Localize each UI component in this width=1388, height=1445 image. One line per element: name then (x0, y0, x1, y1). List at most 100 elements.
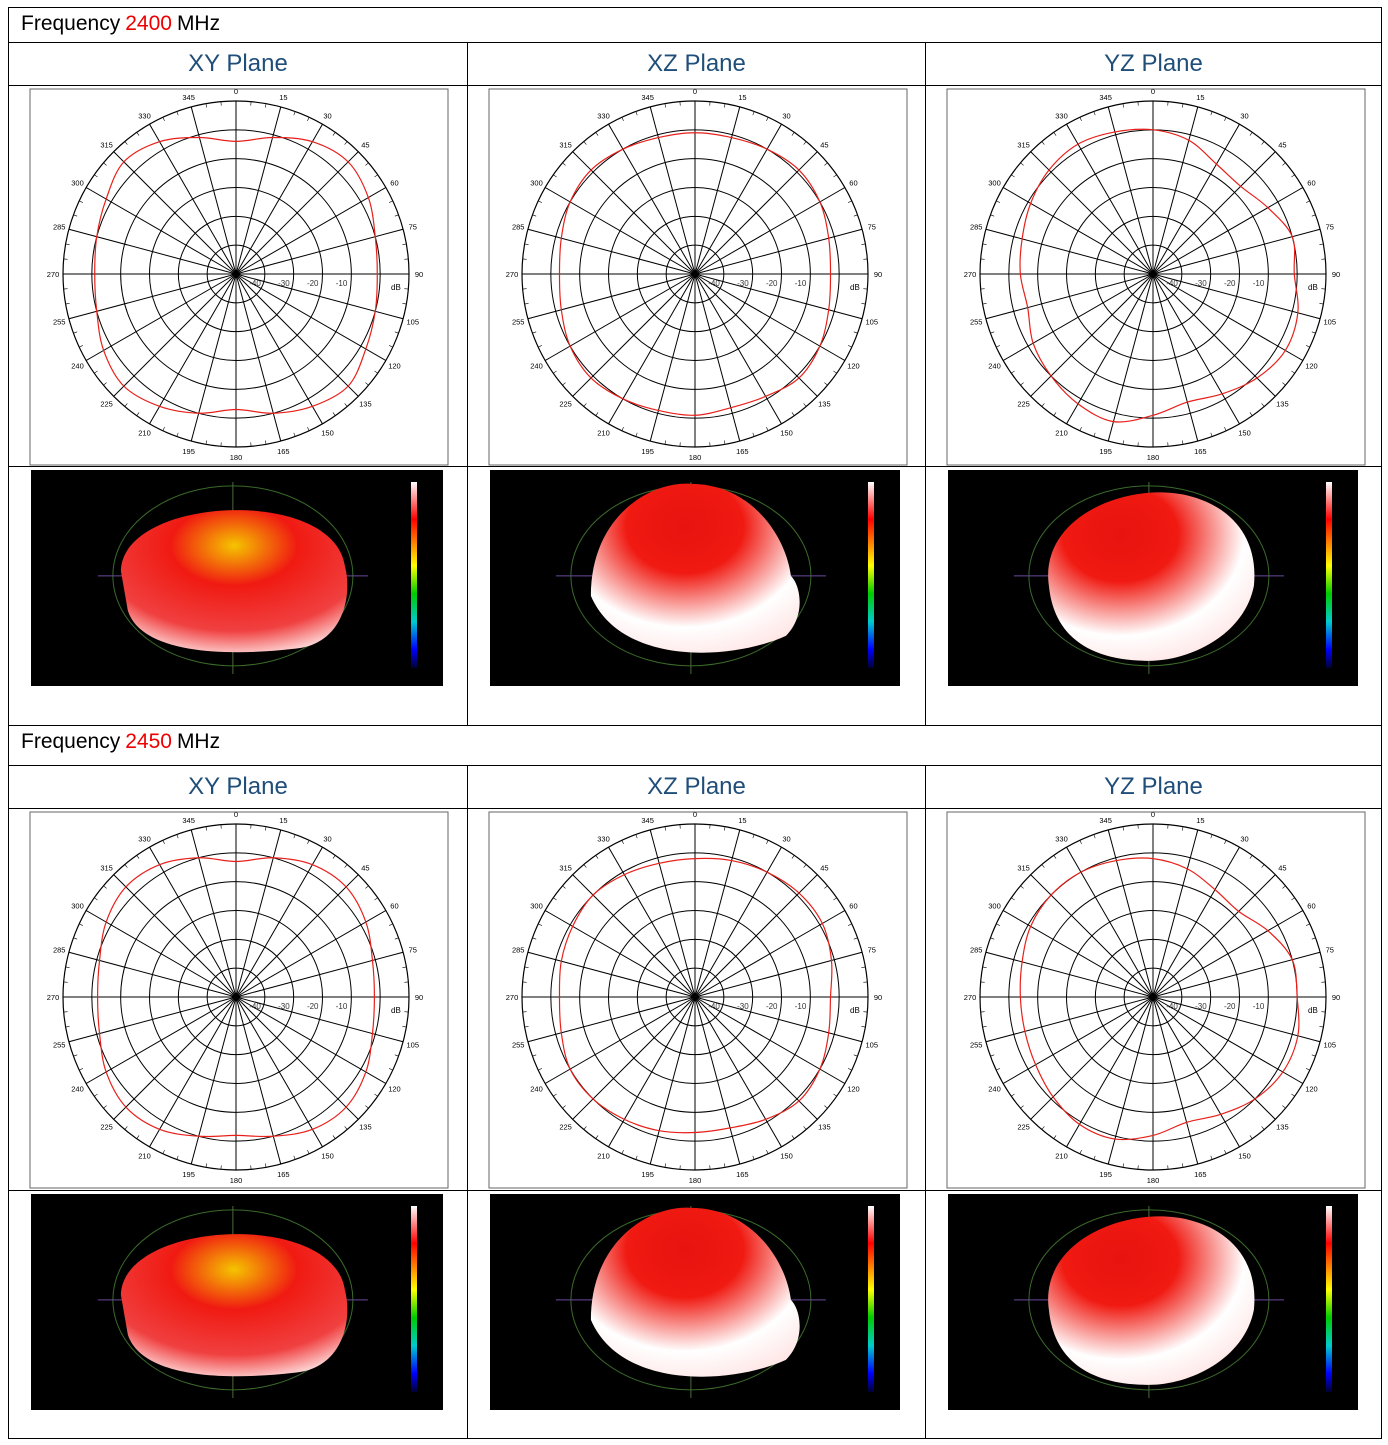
colorbar (411, 1206, 417, 1392)
frequency-unit: MHz (177, 730, 220, 753)
unit-label: dB (850, 283, 860, 292)
radial-label: -10 (1253, 279, 1265, 288)
angle-label: 150 (780, 1151, 793, 1160)
frequency-row: Frequency2450MHz (8, 725, 1382, 766)
angle-label: 195 (1099, 447, 1112, 456)
angle-label: 150 (780, 428, 793, 437)
angle-label: 75 (868, 223, 876, 232)
angle-label: 0 (1151, 810, 1155, 819)
angle-label: 345 (1099, 93, 1112, 102)
angle-label: 150 (321, 1151, 334, 1160)
angle-label: 135 (359, 399, 372, 408)
angle-label: 0 (693, 87, 697, 96)
angle-label: 90 (415, 993, 423, 1002)
radial-label: -20 (307, 1002, 319, 1011)
angle-label: 90 (1332, 993, 1340, 1002)
page: Frequency2400MHzXY Plane-40-30-20-10dB01… (0, 0, 1388, 1445)
angle-label: 180 (230, 1176, 243, 1185)
angle-label: 330 (138, 835, 151, 844)
angle-label: 285 (512, 946, 525, 955)
angle-label: 255 (512, 317, 525, 326)
plane-header: YZ Plane (925, 42, 1382, 86)
angle-label: 270 (506, 270, 519, 279)
angle-label: 315 (1017, 864, 1030, 873)
angle-label: 300 (530, 179, 543, 188)
angle-label: 0 (693, 810, 697, 819)
angle-label: 255 (970, 317, 983, 326)
angle-label: 180 (1147, 1176, 1160, 1185)
angle-label: 165 (1194, 1170, 1207, 1179)
angle-label: 90 (415, 270, 423, 279)
heatmap-cell (8, 466, 468, 726)
angle-label: 90 (874, 993, 882, 1002)
angle-label: 345 (182, 93, 195, 102)
radiation-blob (121, 1234, 347, 1376)
angle-label: 60 (849, 179, 857, 188)
angle-label: 135 (818, 399, 831, 408)
unit-label: dB (1308, 283, 1318, 292)
angle-label: 315 (559, 141, 572, 150)
angle-label: 285 (512, 223, 525, 232)
angle-label: 15 (738, 93, 746, 102)
angle-label: 75 (868, 946, 876, 955)
angle-label: 60 (849, 902, 857, 911)
angle-label: 345 (641, 93, 654, 102)
radial-label: -10 (1253, 1002, 1265, 1011)
angle-label: 15 (1196, 816, 1204, 825)
angle-label: 105 (1324, 317, 1337, 326)
angle-label: 30 (782, 112, 790, 121)
unit-label: dB (850, 1006, 860, 1015)
angle-label: 105 (866, 317, 879, 326)
radial-label: -10 (336, 1002, 348, 1011)
angle-label: 210 (138, 1151, 151, 1160)
angle-label: 30 (1240, 835, 1248, 844)
polar-plot: -40-30-20-10dB01530456075901051201351501… (468, 809, 926, 1189)
heatmap-cell (8, 1190, 468, 1439)
angle-label: 15 (279, 93, 287, 102)
angle-label: 300 (530, 902, 543, 911)
radiation-3d-image (490, 470, 900, 686)
angle-label: 240 (530, 362, 543, 371)
angle-label: 315 (100, 864, 113, 873)
angle-label: 0 (234, 810, 238, 819)
frequency-value: 2450 (125, 730, 172, 753)
angle-label: 135 (359, 1122, 372, 1131)
frequency-value: 2400 (125, 12, 172, 35)
radial-label: -20 (766, 279, 778, 288)
angle-label: 75 (1326, 223, 1334, 232)
polar-cell: -40-30-20-10dB01530456075901051201351501… (467, 85, 926, 467)
angle-label: 105 (1324, 1040, 1337, 1049)
radial-label: -10 (336, 279, 348, 288)
radiation-3d-image (948, 470, 1358, 686)
angle-label: 120 (388, 1085, 401, 1094)
angle-label: 225 (1017, 1122, 1030, 1131)
angle-label: 60 (390, 902, 398, 911)
angle-label: 75 (409, 946, 417, 955)
heatmap-cell (925, 1190, 1382, 1439)
angle-label: 315 (559, 864, 572, 873)
angle-label: 345 (641, 816, 654, 825)
angle-label: 180 (689, 453, 702, 462)
radial-label: -20 (1224, 1002, 1236, 1011)
angle-label: 255 (512, 1040, 525, 1049)
frequency-row: Frequency2400MHz (8, 7, 1382, 43)
angle-label: 300 (988, 179, 1001, 188)
radial-label: -20 (766, 1002, 778, 1011)
angle-label: 225 (100, 1122, 113, 1131)
radiation-3d-image (948, 1194, 1358, 1410)
plane-header: XZ Plane (467, 42, 926, 86)
angle-label: 150 (1238, 428, 1251, 437)
angle-label: 45 (820, 864, 828, 873)
angle-label: 150 (321, 428, 334, 437)
frequency-unit: MHz (177, 12, 220, 35)
colorbar (1326, 1206, 1332, 1392)
polar-cell: -40-30-20-10dB01530456075901051201351501… (925, 85, 1382, 467)
angle-label: 240 (988, 1085, 1001, 1094)
angle-label: 135 (1276, 399, 1289, 408)
angle-label: 0 (234, 87, 238, 96)
radiation-3d-image (490, 1194, 900, 1410)
angle-label: 270 (47, 270, 60, 279)
